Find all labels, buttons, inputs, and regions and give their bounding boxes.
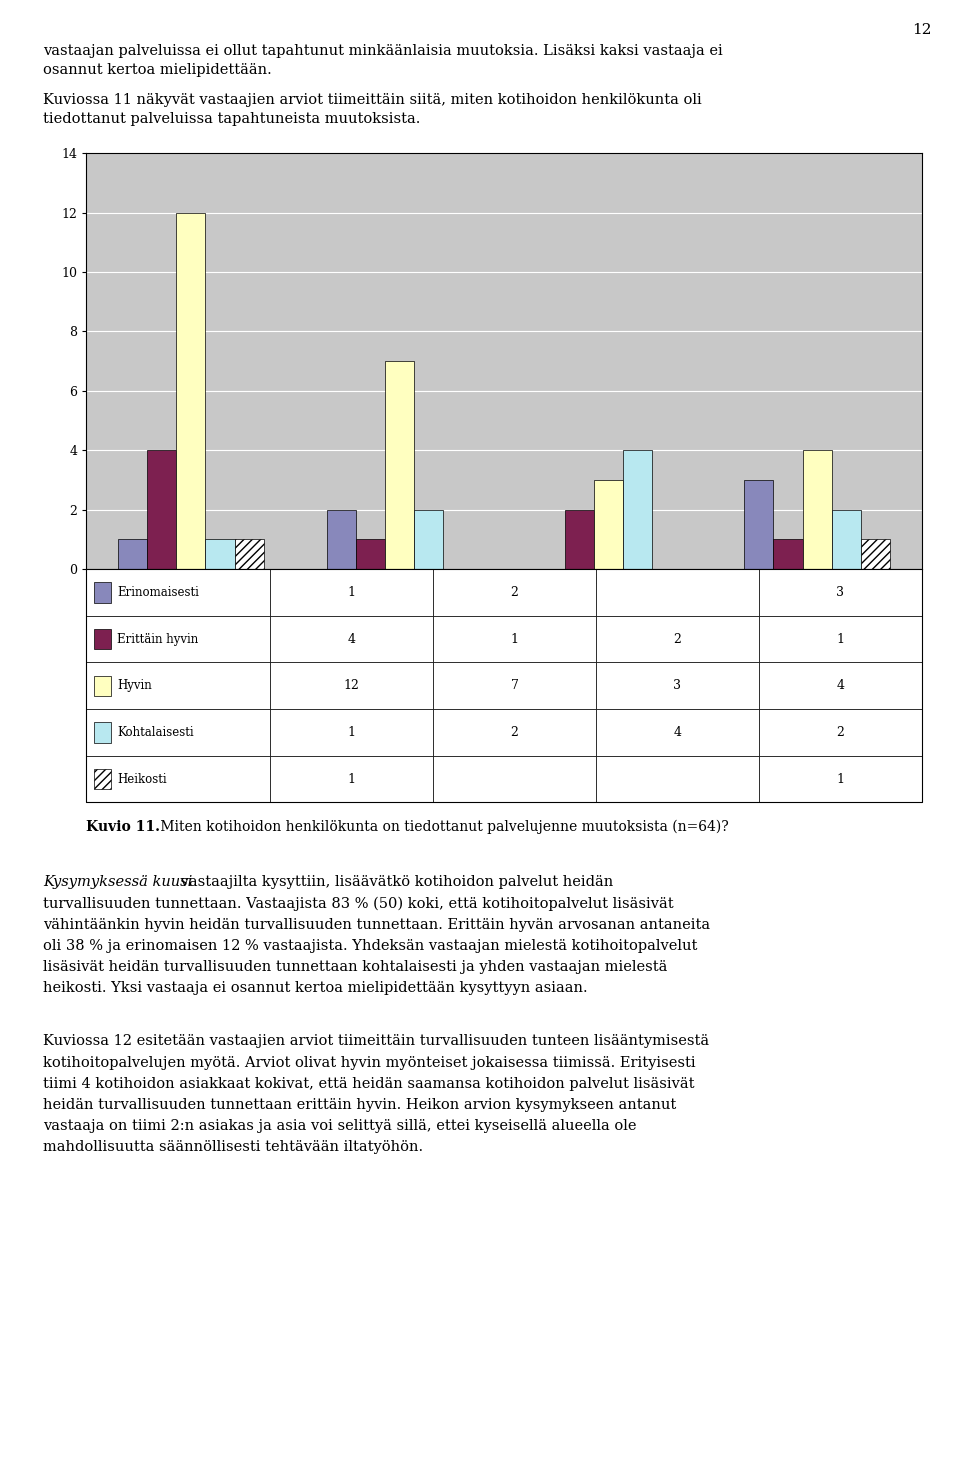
Text: Kuvio 11.: Kuvio 11. — [86, 820, 160, 835]
Text: Kysymyksessä kuusi: Kysymyksessä kuusi — [43, 875, 192, 890]
Text: mahdollisuutta säännöllisesti tehtävään iltatyöhön.: mahdollisuutta säännöllisesti tehtävään … — [43, 1141, 423, 1154]
Text: Kuviossa 11 näkyvät vastaajien arviot tiimeittäin siitä, miten kotihoidon henkil: Kuviossa 11 näkyvät vastaajien arviot ti… — [43, 93, 702, 108]
Bar — [147, 451, 177, 569]
Text: 12: 12 — [344, 680, 359, 692]
Text: Kohtalaisesti: Kohtalaisesti — [117, 727, 194, 738]
Bar — [414, 509, 444, 569]
Bar — [623, 451, 652, 569]
Text: kotihoitopalvelujen myötä. Arviot olivat hyvin myönteiset jokaisessa tiimissä. E: kotihoitopalvelujen myötä. Arviot olivat… — [43, 1056, 696, 1069]
Bar — [205, 540, 234, 569]
Text: vastaajilta kysyttiin, lisäävätkö kotihoidon palvelut heidän: vastaajilta kysyttiin, lisäävätkö kotiho… — [176, 875, 612, 890]
Text: 1: 1 — [836, 773, 844, 785]
Text: lisäsivät heidän turvallisuuden tunnettaan kohtalaisesti ja yhden vastaajan miel: lisäsivät heidän turvallisuuden tunnetta… — [43, 960, 667, 975]
Text: Miten kotihoidon henkilökunta on tiedottanut palvelujenne muutoksista (n=64)?: Miten kotihoidon henkilökunta on tiedott… — [156, 820, 729, 835]
Text: vähintäänkin hyvin heidän turvallisuuden tunnettaan. Erittäin hyvän arvosanan an: vähintäänkin hyvin heidän turvallisuuden… — [43, 918, 710, 932]
Text: vastaaja on tiimi 2:n asiakas ja asia voi selittyä sillä, ettei kyseisellä aluee: vastaaja on tiimi 2:n asiakas ja asia vo… — [43, 1119, 636, 1134]
Bar — [118, 540, 147, 569]
Text: 7: 7 — [511, 680, 518, 692]
Bar — [234, 540, 264, 569]
Text: vastaajan palveluissa ei ollut tapahtunut minkäänlaisia muutoksia. Lisäksi kaksi: vastaajan palveluissa ei ollut tapahtunu… — [43, 44, 723, 58]
Bar — [594, 480, 623, 569]
Text: Hyvin: Hyvin — [117, 680, 152, 692]
Text: 4: 4 — [673, 727, 682, 738]
Text: osannut kertoa mielipidettään.: osannut kertoa mielipidettään. — [43, 63, 272, 77]
Text: Erinomaisesti: Erinomaisesti — [117, 587, 199, 598]
Bar — [861, 540, 890, 569]
Text: 3: 3 — [836, 587, 844, 598]
Text: 2: 2 — [511, 587, 518, 598]
Bar — [564, 509, 594, 569]
Bar — [831, 509, 861, 569]
Text: 4: 4 — [348, 633, 355, 645]
Text: Erittäin hyvin: Erittäin hyvin — [117, 633, 199, 645]
Text: 4: 4 — [836, 680, 844, 692]
Text: 1: 1 — [348, 773, 355, 785]
Text: turvallisuuden tunnettaan. Vastaajista 83 % (50) koki, että kotihoitopalvelut li: turvallisuuden tunnettaan. Vastaajista 8… — [43, 896, 674, 910]
Bar — [385, 360, 414, 569]
Text: 2: 2 — [511, 727, 518, 738]
Text: 12: 12 — [912, 23, 931, 38]
Text: Kuviossa 12 esitetään vastaajien arviot tiimeittäin turvallisuuden tunteen lisää: Kuviossa 12 esitetään vastaajien arviot … — [43, 1034, 709, 1049]
Bar — [803, 451, 831, 569]
Text: Heikosti: Heikosti — [117, 773, 167, 785]
Text: heikosti. Yksi vastaaja ei osannut kertoa mielipidettään kysyttyyn asiaan.: heikosti. Yksi vastaaja ei osannut kerto… — [43, 982, 588, 995]
Text: heidän turvallisuuden tunnettaan erittäin hyvin. Heikon arvion kysymykseen antan: heidän turvallisuuden tunnettaan erittäi… — [43, 1099, 677, 1112]
Text: 1: 1 — [511, 633, 518, 645]
Bar — [326, 509, 356, 569]
Text: 1: 1 — [348, 727, 355, 738]
Text: 2: 2 — [673, 633, 682, 645]
Text: 1: 1 — [836, 633, 844, 645]
Text: 1: 1 — [348, 587, 355, 598]
Text: tiimi 4 kotihoidon asiakkaat kokivat, että heidän saamansa kotihoidon palvelut l: tiimi 4 kotihoidon asiakkaat kokivat, et… — [43, 1077, 695, 1091]
Text: tiedottanut palveluissa tapahtuneista muutoksista.: tiedottanut palveluissa tapahtuneista mu… — [43, 112, 420, 127]
Text: 3: 3 — [673, 680, 682, 692]
Text: 2: 2 — [836, 727, 844, 738]
Bar — [356, 540, 385, 569]
Bar — [744, 480, 774, 569]
Text: oli 38 % ja erinomaisen 12 % vastaajista. Yhdeksän vastaajan mielestä kotihoitop: oli 38 % ja erinomaisen 12 % vastaajista… — [43, 940, 698, 953]
Bar — [177, 213, 205, 569]
Bar — [774, 540, 803, 569]
